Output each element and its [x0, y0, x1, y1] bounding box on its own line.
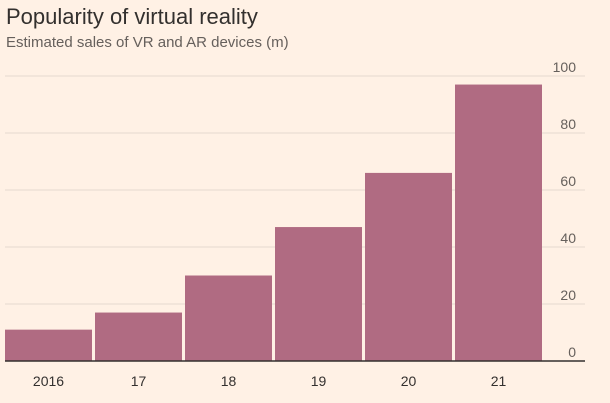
y-tick-label: 0	[568, 344, 576, 360]
bars	[5, 84, 542, 362]
x-tick-label: 20	[401, 373, 417, 389]
bar-19	[275, 227, 362, 361]
bar-17	[95, 312, 182, 361]
x-tick-label: 19	[311, 373, 327, 389]
y-tick-label: 40	[560, 230, 576, 246]
chart-title: Popularity of virtual reality	[6, 4, 258, 29]
bar-2016	[5, 329, 92, 361]
chart-subtitle: Estimated sales of VR and AR devices (m)	[6, 34, 289, 51]
y-tick-label: 60	[560, 173, 576, 189]
y-tick-label: 80	[560, 116, 576, 132]
x-tick-label: 21	[491, 373, 507, 389]
bar-18	[185, 275, 272, 361]
bar-20	[365, 172, 452, 361]
y-tick-label: 100	[553, 59, 577, 75]
x-tick-label: 2016	[33, 373, 64, 389]
x-tick-label: 18	[221, 373, 237, 389]
bar-21	[455, 84, 542, 362]
y-tick-label: 20	[560, 287, 576, 303]
x-tick-label: 17	[131, 373, 147, 389]
y-axis-ticks: 0 20 40 60 80 100	[553, 59, 577, 360]
x-axis-labels: 2016 17 18 19 20 21	[33, 373, 507, 389]
